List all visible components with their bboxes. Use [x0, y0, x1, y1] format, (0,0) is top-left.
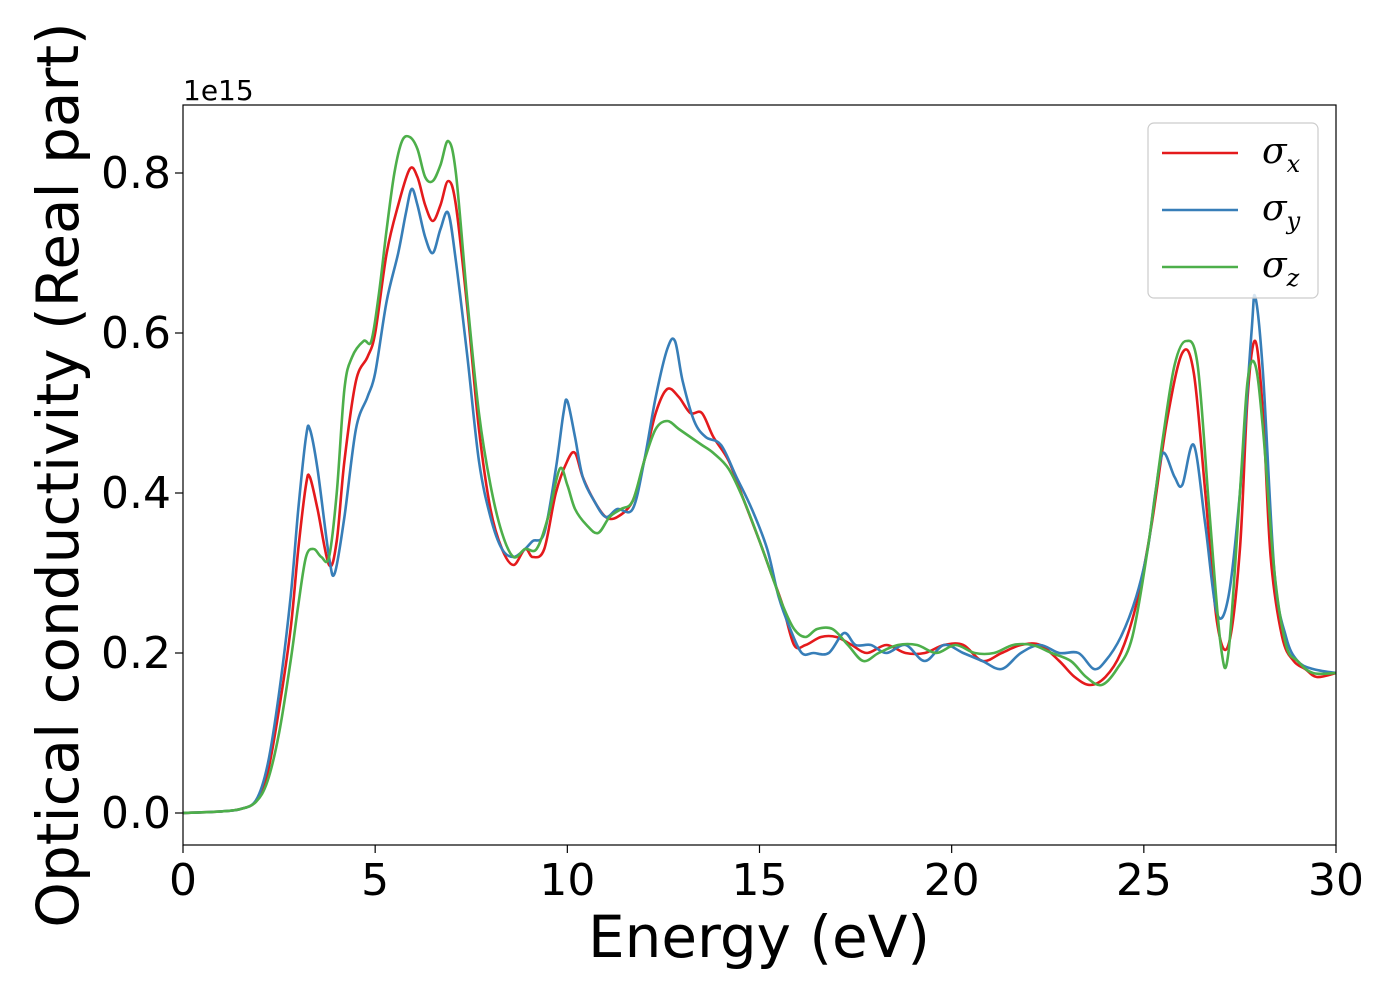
x-axis: 0 5 10 15 20 25 30	[169, 845, 1364, 906]
x-tick-label: 20	[924, 855, 980, 906]
series-line-y	[183, 187, 1336, 815]
y-offset-label: 1e15	[183, 74, 254, 107]
legend-label-x: σx	[1262, 131, 1301, 178]
x-tick-label: 25	[1116, 855, 1172, 906]
series-line-z	[183, 134, 1336, 815]
x-tick-label: 5	[361, 855, 389, 906]
y-tick-label: 0.0	[101, 788, 171, 839]
x-tick-label: 0	[169, 855, 197, 906]
y-axis-label: Optical conductivity (Real part)	[24, 22, 92, 927]
x-axis-label: Energy (eV)	[588, 903, 930, 971]
series-layer	[183, 134, 1336, 815]
y-axis: 0.0 0.2 0.4 0.6 0.8	[101, 148, 183, 839]
y-tick-label: 0.4	[101, 468, 171, 519]
y-tick-label: 0.6	[101, 308, 171, 359]
y-tick-label: 0.2	[101, 628, 171, 679]
x-tick-label: 15	[732, 855, 788, 906]
x-tick-label: 10	[539, 855, 595, 906]
x-tick-label: 30	[1308, 855, 1364, 906]
y-tick-label: 0.8	[101, 148, 171, 199]
